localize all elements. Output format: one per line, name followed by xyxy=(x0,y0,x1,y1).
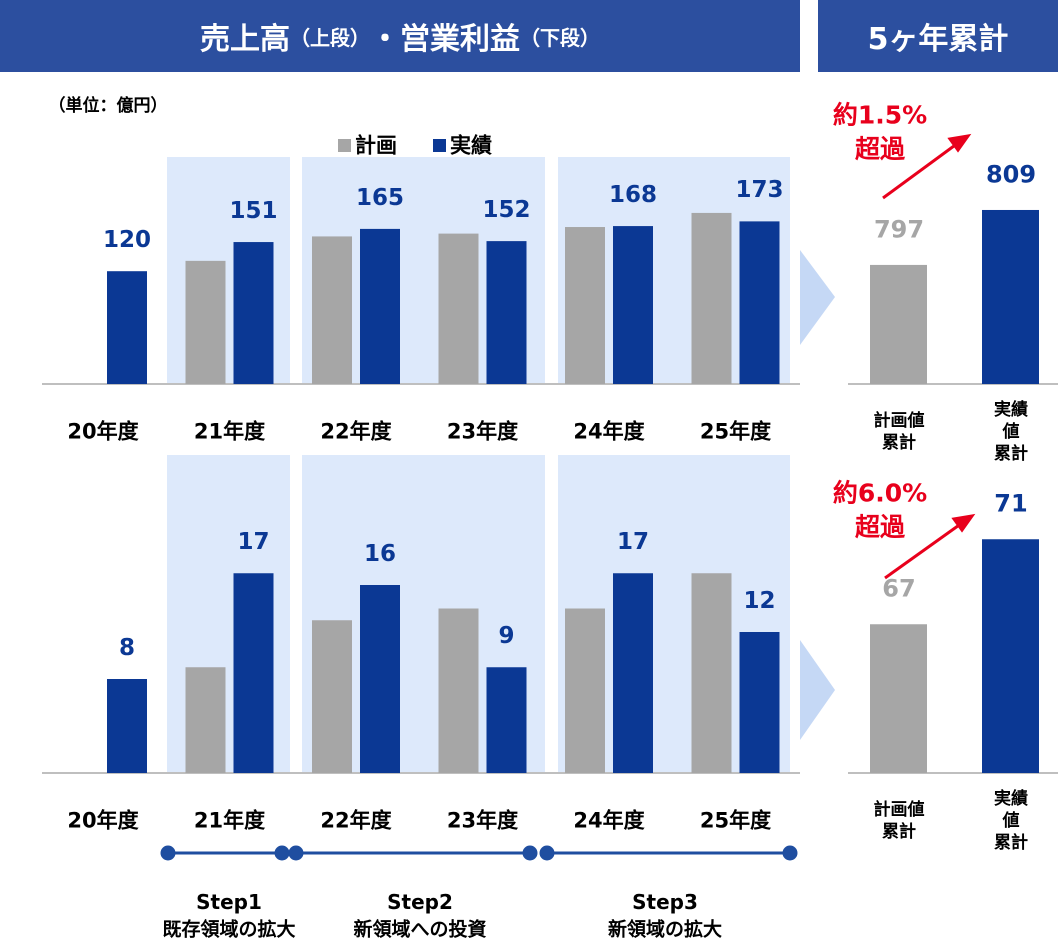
value-label: 17 xyxy=(237,529,270,556)
bar xyxy=(565,227,605,384)
bar xyxy=(438,233,479,384)
value-label: 9 xyxy=(498,623,515,650)
title-part: ・営業利益 xyxy=(370,22,520,57)
bar xyxy=(233,242,274,384)
bar xyxy=(486,241,527,384)
x-tick-label: 計画値 累計 xyxy=(873,799,925,842)
value-label: 17 xyxy=(616,529,650,556)
value-label: 120 xyxy=(102,227,152,254)
bar xyxy=(486,667,527,773)
step-timeline xyxy=(160,845,798,861)
chevron xyxy=(800,640,835,740)
step-desc: 新領域への投資 xyxy=(353,918,487,941)
x-tick-label: 20年度 xyxy=(67,808,139,833)
chevron xyxy=(800,250,835,345)
step-desc: 新領域の拡大 xyxy=(607,918,723,941)
x-tick-label: 22年度 xyxy=(320,808,392,833)
value-label: 797 xyxy=(873,215,925,244)
step-desc: 既存領域の拡大 xyxy=(162,918,296,941)
legend-swatch xyxy=(338,139,351,152)
bar xyxy=(360,228,400,384)
value-label: 151 xyxy=(229,198,278,225)
value-label: 165 xyxy=(355,184,405,211)
x-tick-label: 24年度 xyxy=(573,808,645,833)
header-bar xyxy=(0,0,800,72)
step-label: Step1 xyxy=(196,890,262,914)
value-label: 67 xyxy=(882,574,916,603)
bar xyxy=(982,539,1039,773)
side-title: 5ヶ年累計 xyxy=(867,22,1009,57)
value-label: 71 xyxy=(994,489,1028,518)
annotation: 約6.0% 超過 xyxy=(832,478,928,541)
bar xyxy=(185,260,226,384)
x-tick-label: 23年度 xyxy=(446,808,519,833)
unit-label: （単位：億円） xyxy=(48,95,168,116)
bar xyxy=(691,573,732,773)
bar xyxy=(233,573,274,773)
x-tick-label: 21年度 xyxy=(193,808,266,833)
bar xyxy=(107,679,147,773)
x-tick-label: 22年度 xyxy=(320,419,392,444)
bar xyxy=(870,264,927,384)
arrow xyxy=(882,133,972,200)
x-tick-label: 21年度 xyxy=(193,419,266,444)
legend-label: 実績 xyxy=(450,133,492,158)
x-tick-label: 23年度 xyxy=(446,419,519,444)
title-part: （下段） xyxy=(520,25,600,50)
annotation: 約1.5% 超過 xyxy=(832,100,928,163)
x-tick-label: 25年度 xyxy=(699,808,772,833)
value-label: 8 xyxy=(118,635,136,662)
value-label: 168 xyxy=(608,182,658,209)
bar xyxy=(312,620,352,773)
arrow xyxy=(884,513,976,580)
header-title: 売上高 （上段） ・営業利益 （下段） xyxy=(0,0,800,72)
step-label: Step2 xyxy=(387,890,453,914)
bar xyxy=(565,608,605,773)
x-tick-label: 20年度 xyxy=(67,419,139,444)
bar xyxy=(691,212,732,384)
legend-swatch xyxy=(433,139,446,152)
value-label: 809 xyxy=(985,160,1037,189)
bar xyxy=(312,236,352,384)
bar xyxy=(739,221,780,384)
title-part: 売上高 xyxy=(200,22,290,57)
bar xyxy=(107,271,147,384)
side-header-bar xyxy=(818,0,1058,72)
bar xyxy=(438,608,479,773)
bar xyxy=(613,226,653,384)
value-label: 12 xyxy=(743,588,776,615)
x-tick-label: 計画値 累計 xyxy=(873,410,925,453)
value-label: 173 xyxy=(735,177,784,204)
x-tick-label: 24年度 xyxy=(573,419,645,444)
legend-label: 計画 xyxy=(355,133,397,158)
value-label: 16 xyxy=(363,541,397,568)
bar xyxy=(739,632,780,773)
bar xyxy=(360,585,400,773)
title-part: （上段） xyxy=(290,25,370,50)
x-tick-label: 実績値 累計 xyxy=(994,399,1028,465)
bar xyxy=(870,624,927,773)
x-tick-label: 25年度 xyxy=(699,419,772,444)
value-label: 152 xyxy=(482,197,531,224)
bar xyxy=(185,667,226,773)
bar xyxy=(982,209,1039,384)
x-tick-label: 実績値 累計 xyxy=(994,788,1028,854)
bar xyxy=(613,573,653,773)
step-label: Step3 xyxy=(632,890,698,914)
